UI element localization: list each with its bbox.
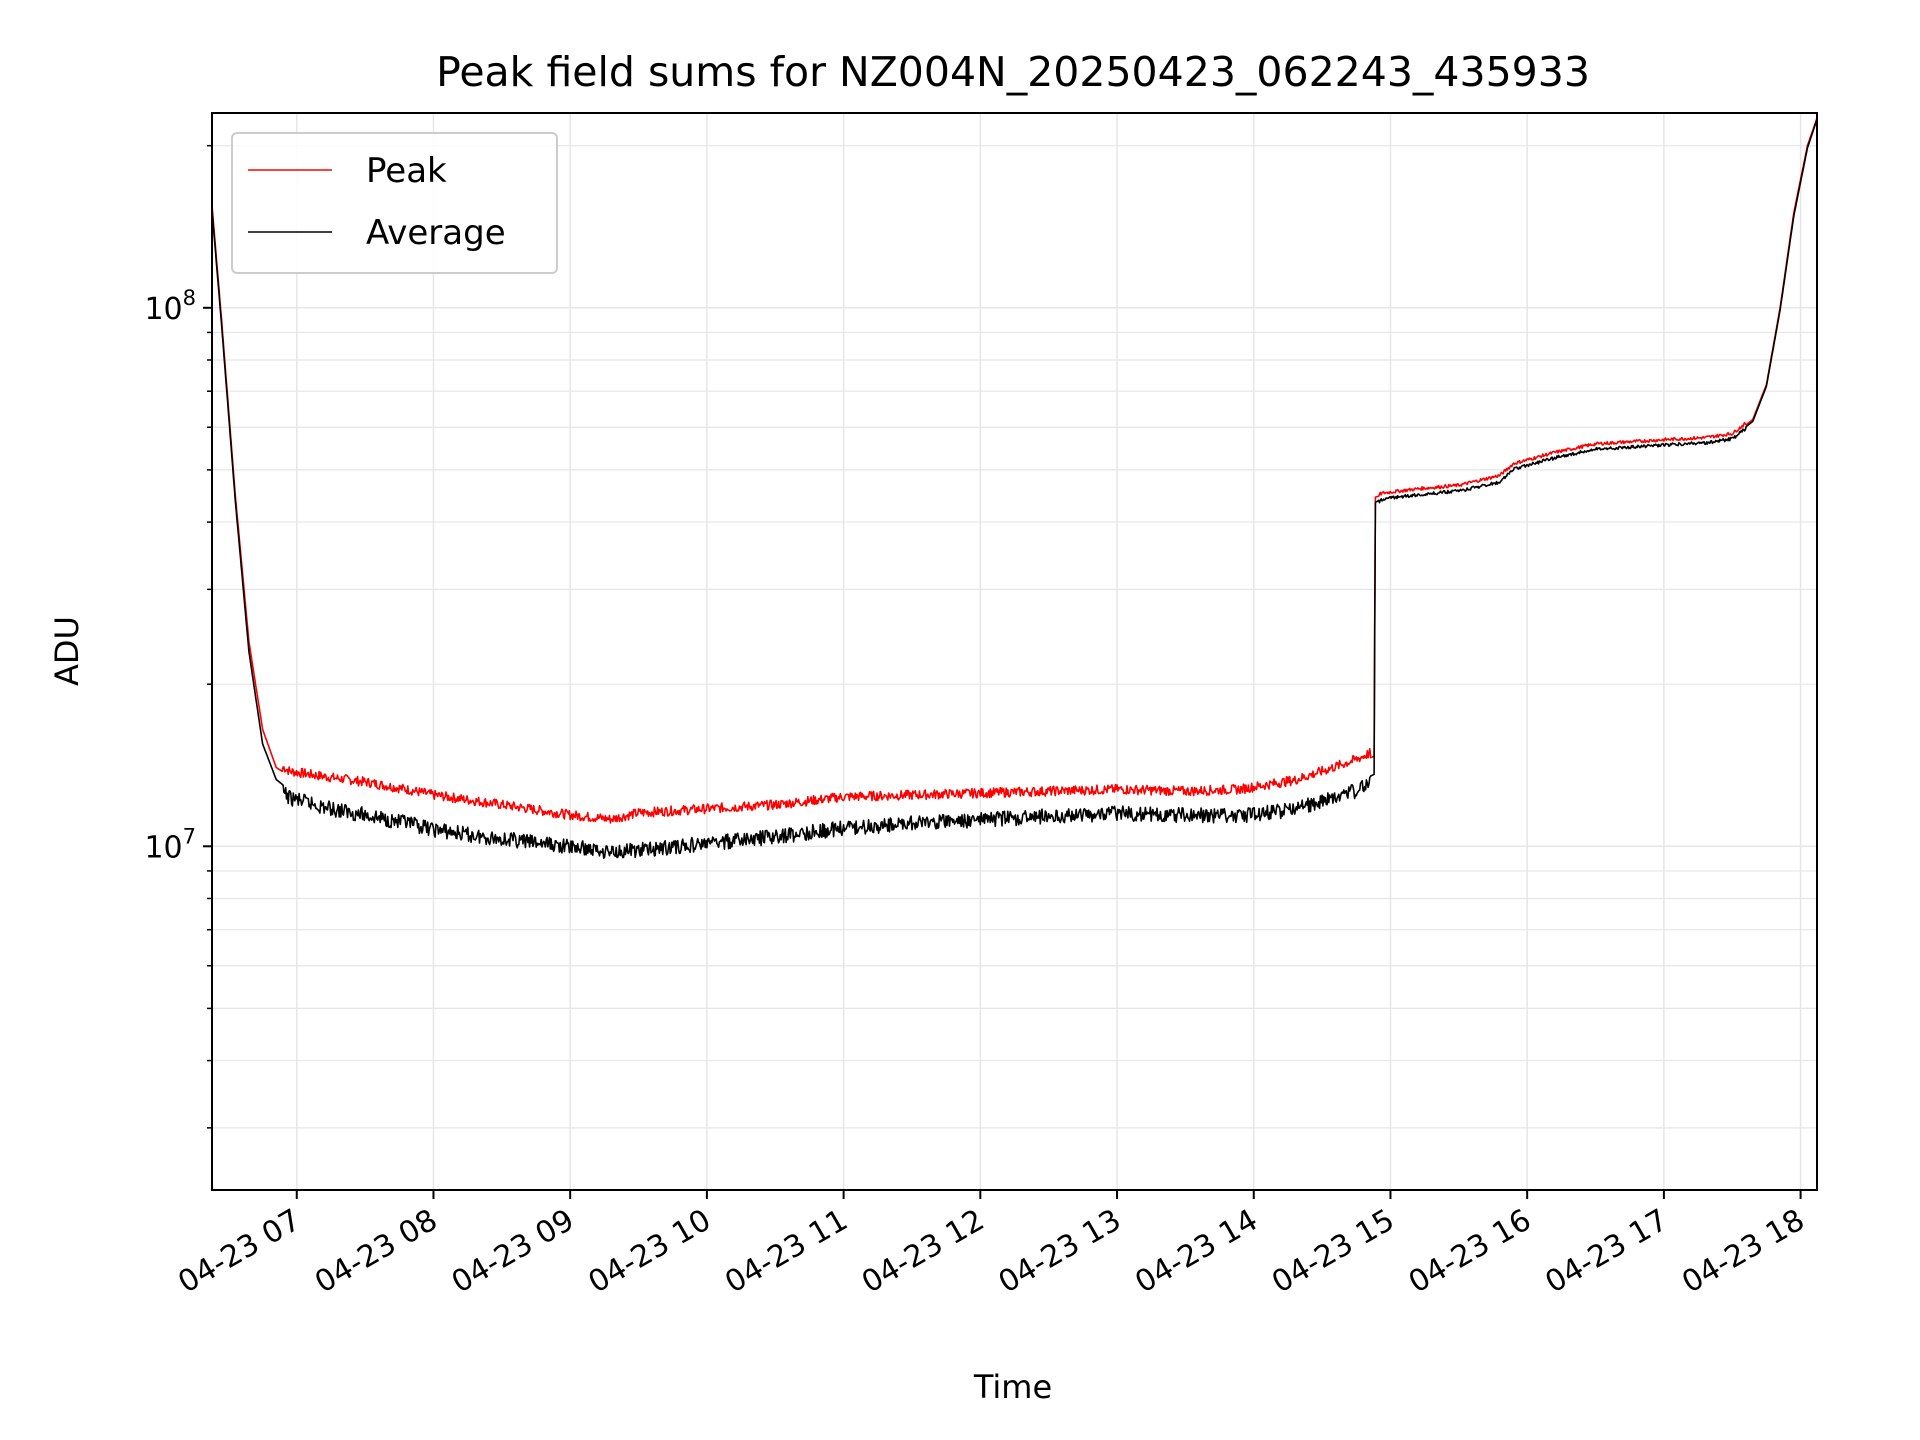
x-axis-title: Time xyxy=(973,1368,1052,1406)
legend-frame xyxy=(231,132,558,274)
y-tick-label: 108 xyxy=(144,286,196,327)
legend-average-label: Average xyxy=(366,213,506,253)
series-line-average xyxy=(211,118,1818,859)
legend: Peak Average xyxy=(231,132,558,274)
series-layer xyxy=(211,117,1818,859)
grid-layer xyxy=(212,113,1817,1190)
plot-frame xyxy=(211,112,1818,1191)
chart-title: Peak field sums for NZ004N_20250423_0622… xyxy=(436,48,1590,96)
series-line-peak xyxy=(211,117,1818,824)
y-axis-title: ADU xyxy=(48,616,86,686)
legend-peak-label: Peak xyxy=(366,151,447,191)
y-tick-label: 107 xyxy=(144,824,196,865)
